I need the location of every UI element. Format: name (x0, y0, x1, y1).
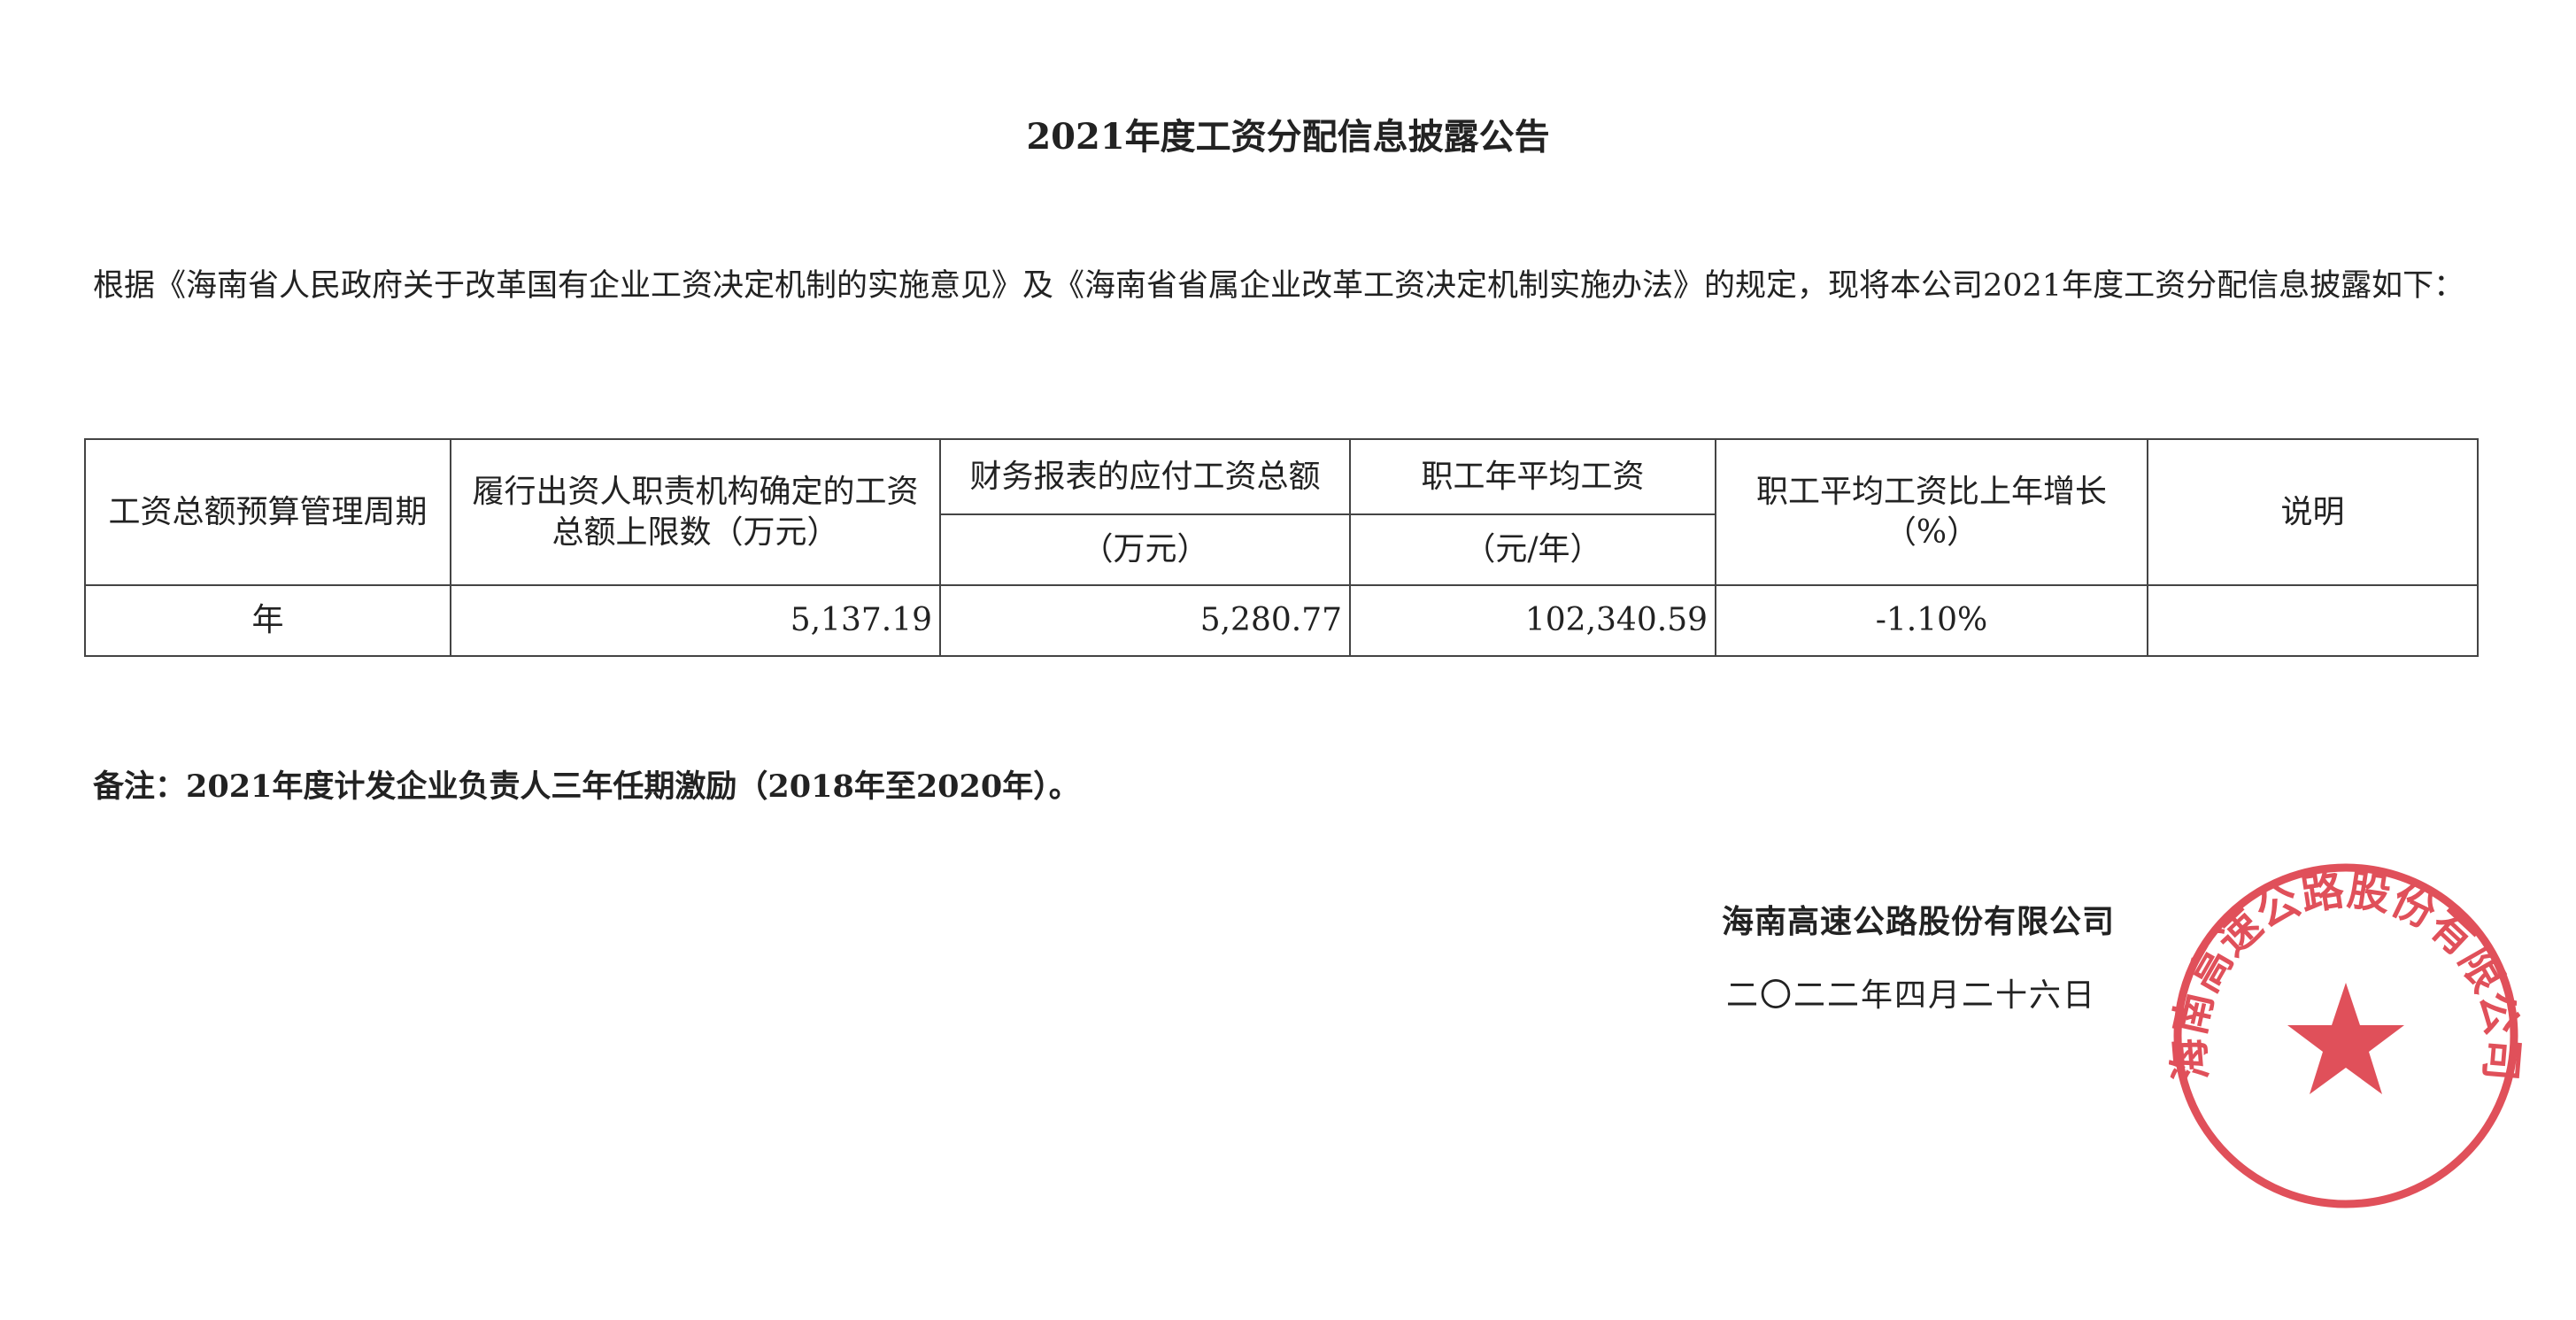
header-payable-unit: （万元） (939, 513, 1351, 586)
cell-limit: 5,137.19 (450, 584, 941, 657)
wage-table: 工资总额预算管理周期 履行出资人职责机构确定的工资总额上限数（万元） 财务报表的… (84, 438, 2479, 657)
intro-paragraph: 根据《海南省人民政府关于改革国有企业工资决定机制的实施意见》及《海南省省属企业改… (93, 268, 2465, 304)
note: 备注：2021年度计发企业负责人三年任期激励（2018年至2020年）。 (93, 768, 1080, 805)
company-name: 海南高速公路股份有限公司 (1722, 903, 2116, 940)
header-remark: 说明 (2147, 438, 2479, 586)
seal-ring (2173, 863, 2518, 1208)
cell-payable: 5,280.77 (939, 584, 1351, 657)
cell-remark (2147, 584, 2479, 657)
header-avg-wage: 职工年平均工资 (1349, 438, 1716, 515)
header-avg-wage-unit: （元/年） (1349, 513, 1716, 586)
star-icon (2287, 983, 2404, 1094)
signature-date: 二〇二二年四月二十六日 (1726, 977, 2097, 1014)
table-row: 年 5,137.19 5,280.77 102,340.59 -1.10% (84, 584, 2479, 657)
page-title: 2021年度工资分配信息披露公告 (1026, 116, 1550, 158)
company-seal-stamp: 海南高速公路股份有限公司 (2169, 863, 2523, 1208)
header-limit: 履行出资人职责机构确定的工资总额上限数（万元） (450, 438, 941, 586)
header-growth: 职工平均工资比上年增长（%） (1715, 438, 2148, 586)
cell-avg-wage: 102,340.59 (1349, 584, 1716, 657)
cell-period: 年 (84, 584, 451, 657)
header-period: 工资总额预算管理周期 (84, 438, 451, 586)
cell-growth: -1.10% (1715, 584, 2148, 657)
header-payable: 财务报表的应付工资总额 (939, 438, 1351, 515)
